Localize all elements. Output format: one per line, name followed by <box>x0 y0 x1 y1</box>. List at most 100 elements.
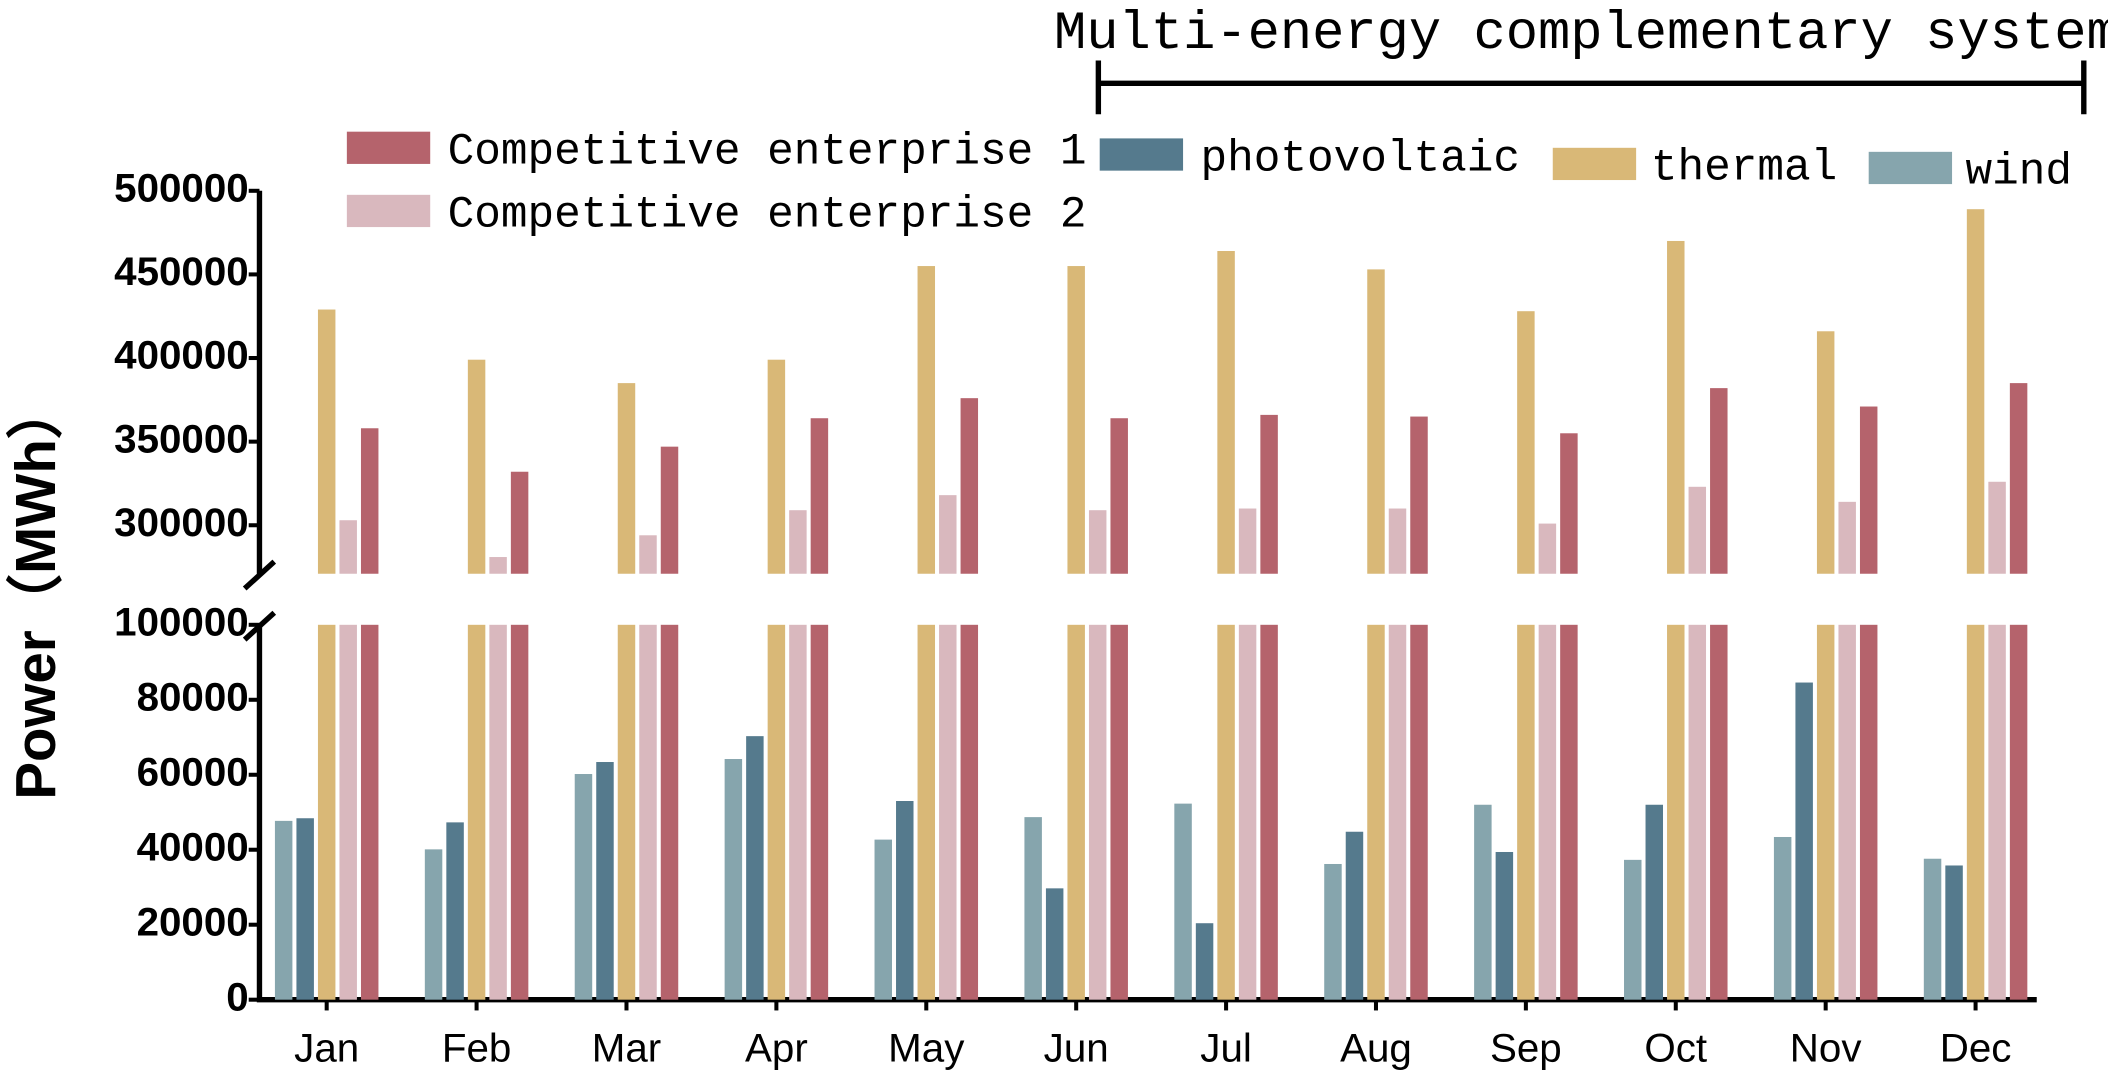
bar <box>1410 416 1428 574</box>
bar <box>767 359 786 574</box>
bar <box>1367 624 1385 1000</box>
bar <box>917 624 936 1000</box>
bar <box>1710 388 1728 574</box>
bar <box>2009 383 2028 574</box>
bar <box>489 557 507 574</box>
bar <box>1067 266 1085 574</box>
y-tick-label: 100000 <box>114 598 249 644</box>
legend-label: wind <box>1965 148 2071 198</box>
bar <box>1538 523 1557 574</box>
bar <box>1667 240 1685 574</box>
x-tick-label: Feb <box>442 1024 511 1070</box>
y-tick-label: 20000 <box>137 898 249 944</box>
bar <box>1045 888 1064 1000</box>
y-tick-label: 300000 <box>114 499 249 545</box>
bar <box>874 839 893 1000</box>
bar <box>1945 865 1963 1000</box>
bar <box>1517 311 1535 574</box>
bar <box>1345 831 1364 1000</box>
legend-swatch <box>346 194 431 228</box>
bar <box>789 624 807 1000</box>
bar <box>574 774 593 1000</box>
bar <box>939 624 957 1000</box>
bar <box>1923 858 1942 1000</box>
bar <box>1110 624 1128 1000</box>
y-tick-label: 40000 <box>137 823 249 869</box>
bar <box>596 762 614 1000</box>
bar <box>1710 624 1728 1000</box>
bar <box>660 446 679 574</box>
bar <box>467 359 486 574</box>
y-tick-label: 80000 <box>137 673 249 719</box>
bar <box>960 398 979 574</box>
bar <box>424 849 443 1000</box>
bar <box>489 624 507 1000</box>
bar <box>1388 624 1407 1000</box>
bar <box>1388 508 1407 574</box>
bar <box>1238 624 1257 1000</box>
bar <box>724 759 743 1000</box>
annotation: Multi-energy complementary system <box>1054 4 2108 65</box>
legend-label: photovoltaic <box>1201 134 1520 184</box>
bar <box>1816 624 1835 1000</box>
bar <box>639 535 657 574</box>
bar <box>510 624 529 1000</box>
bar <box>1988 481 2006 574</box>
bar <box>1966 624 1985 1000</box>
bar <box>1560 433 1578 574</box>
x-tick-label: Jan <box>294 1024 359 1070</box>
bar <box>360 428 379 574</box>
bar <box>1795 682 1813 1000</box>
bar <box>1517 624 1535 1000</box>
x-tick-label: Apr <box>745 1024 808 1070</box>
x-tick-label: Jul <box>1200 1024 1252 1070</box>
bar <box>1260 414 1278 574</box>
bar <box>1217 624 1235 1000</box>
bar <box>1324 863 1342 1000</box>
bar <box>360 624 379 1000</box>
bar <box>1966 209 1985 574</box>
bar <box>1560 624 1578 1000</box>
bar <box>1260 624 1278 1000</box>
bar <box>1195 923 1214 1000</box>
legend-label: thermal <box>1651 144 1837 194</box>
x-tick-label: Nov <box>1790 1024 1863 1070</box>
bar <box>1645 804 1664 1000</box>
bar <box>617 383 636 574</box>
bar <box>1088 624 1107 1000</box>
bar <box>296 818 314 1000</box>
y-tick-label: 500000 <box>114 164 249 210</box>
bar <box>510 471 529 574</box>
legend-swatch <box>346 131 431 164</box>
bar <box>1238 508 1257 574</box>
bar <box>810 624 829 1000</box>
bar <box>1217 251 1235 574</box>
bar <box>1688 486 1707 574</box>
bar <box>317 624 336 1000</box>
bar <box>1688 624 1707 1000</box>
bar <box>1474 804 1492 1000</box>
bar <box>617 624 636 1000</box>
bar <box>1773 836 1792 1000</box>
bar <box>789 510 807 574</box>
bracket <box>1095 60 2087 115</box>
legend-swatch <box>1868 151 1953 185</box>
bar <box>746 736 764 1000</box>
bar <box>1067 624 1085 1000</box>
bar <box>317 309 336 574</box>
bar <box>960 624 979 1000</box>
x-tick-label: Aug <box>1340 1024 1412 1070</box>
bar <box>1538 624 1557 1000</box>
legend-swatch <box>1552 147 1637 181</box>
bar <box>1816 331 1835 574</box>
y-tick-label: 60000 <box>137 748 249 794</box>
bar <box>1859 406 1878 574</box>
bar <box>1667 624 1685 1000</box>
x-tick-label: May <box>888 1024 965 1070</box>
bar <box>1859 624 1878 1000</box>
x-tick-label: Mar <box>592 1024 661 1070</box>
legend-swatch <box>1099 138 1184 171</box>
bar <box>1495 851 1514 1000</box>
bar <box>767 624 786 1000</box>
